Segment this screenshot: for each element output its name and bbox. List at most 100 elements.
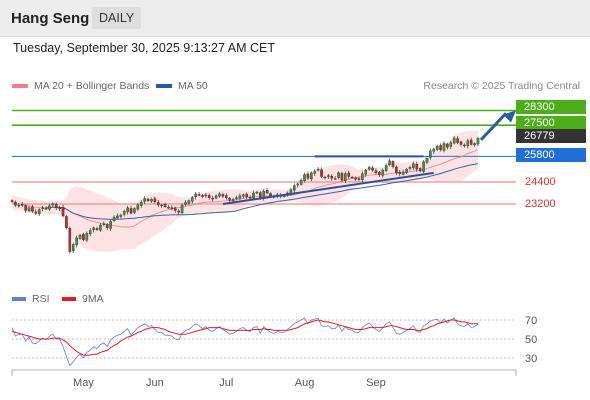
- candle-body: [61, 206, 65, 217]
- timeframe-badge[interactable]: DAILY: [92, 7, 142, 29]
- candle-body: [112, 217, 116, 221]
- candle-body: [476, 138, 480, 145]
- candle-body: [245, 193, 249, 197]
- target-arrow-shaft: [479, 112, 508, 141]
- candle-body: [241, 194, 245, 197]
- target-label-27500: 27500: [516, 116, 586, 130]
- candle-body: [459, 141, 463, 145]
- candle-body: [391, 161, 395, 167]
- candle-body: [235, 197, 238, 199]
- candle-body: [71, 244, 75, 252]
- candle-body: [388, 160, 391, 165]
- ma50-line: [45, 163, 479, 220]
- candle-body: [333, 178, 337, 180]
- candle-body: [44, 208, 48, 210]
- credit-text: Research © 2025 Trading Central: [423, 80, 580, 92]
- candle-body: [384, 165, 388, 171]
- rsi-tick-30: 30: [525, 353, 537, 365]
- legend-swatch-ma20: [12, 84, 28, 89]
- candle-body: [252, 192, 255, 199]
- candle-body: [347, 172, 351, 177]
- legend-swatch-ma50: [156, 84, 172, 89]
- candle-body: [14, 201, 17, 206]
- candle-body: [340, 173, 344, 181]
- candle-body: [78, 234, 82, 239]
- candle-body: [259, 192, 262, 198]
- candle-body: [119, 214, 123, 217]
- legend-label-ma20: MA 20 + Bollinger Bands: [34, 80, 150, 92]
- candle-body: [463, 144, 466, 147]
- support-label-24400: 24400: [525, 176, 556, 188]
- candle-body: [405, 168, 408, 173]
- candle-body: [122, 211, 126, 215]
- legend-label-ma50: MA 50: [178, 80, 208, 92]
- candle-body: [146, 198, 150, 201]
- candle-body: [184, 202, 187, 205]
- instrument-title: Hang Seng: [11, 10, 90, 27]
- candle-body: [432, 148, 436, 152]
- candle-body: [422, 161, 425, 172]
- current-price-label: 26779: [516, 129, 586, 143]
- candle-body: [364, 169, 368, 175]
- candle-body: [37, 209, 41, 214]
- candle-body: [415, 164, 419, 170]
- candle-body: [293, 185, 296, 191]
- candle-body: [395, 166, 398, 174]
- candle-body: [401, 171, 405, 175]
- candle-body: [378, 171, 381, 175]
- candle-body: [296, 183, 300, 186]
- candle-body: [194, 193, 197, 198]
- candle-body: [95, 228, 99, 230]
- legend-9ma: 9MA: [62, 293, 104, 305]
- candle-body: [248, 197, 252, 199]
- candle-body: [190, 197, 194, 202]
- candle-body: [85, 233, 89, 241]
- candle-body: [75, 237, 78, 246]
- candle-body: [24, 205, 27, 211]
- candle-body: [374, 170, 378, 174]
- candle-body: [126, 207, 129, 213]
- pivot-label-25800: 25800: [516, 148, 586, 162]
- candle-body: [156, 202, 160, 206]
- candle-body: [160, 204, 163, 207]
- x-tick-label-aug: Aug: [295, 377, 315, 389]
- candle-body: [139, 201, 143, 206]
- candle-body: [153, 198, 157, 203]
- candle-body: [320, 169, 323, 177]
- candle-body: [65, 216, 68, 229]
- candle-body: [167, 206, 170, 209]
- candle-body: [143, 198, 146, 202]
- candle-body: [456, 138, 459, 143]
- candle-body: [228, 197, 231, 201]
- rsi-panel: 30 50 70: [11, 315, 537, 367]
- legend-swatch-rsi: [12, 297, 26, 302]
- candle-body: [88, 230, 92, 235]
- candle-body: [10, 200, 14, 202]
- ascending-trendline: [222, 171, 434, 205]
- candle-body: [452, 137, 456, 144]
- candlesticks: [10, 135, 480, 254]
- candle-body: [435, 146, 439, 150]
- candle-body: [429, 150, 432, 158]
- candle-body: [105, 224, 109, 229]
- candle-body: [68, 228, 72, 252]
- candle-body: [109, 221, 112, 229]
- legend-label-rsi: RSI: [32, 293, 50, 305]
- legend-swatch-9ma: [62, 297, 76, 302]
- candle-body: [418, 168, 422, 172]
- legend-rsi: RSI: [12, 293, 50, 305]
- candle-body: [211, 197, 214, 200]
- candle-body: [442, 143, 446, 151]
- support-label-23200: 23200: [525, 198, 556, 210]
- candle-body: [20, 204, 24, 206]
- candle-body: [327, 175, 330, 177]
- candle-body: [31, 206, 34, 212]
- candle-body: [136, 204, 140, 210]
- candle-body: [367, 167, 371, 170]
- candle-body: [116, 215, 119, 219]
- candle-body: [150, 199, 153, 202]
- candle-body: [337, 172, 340, 178]
- candle-body: [269, 193, 272, 196]
- x-tick-label-may: May: [73, 377, 94, 389]
